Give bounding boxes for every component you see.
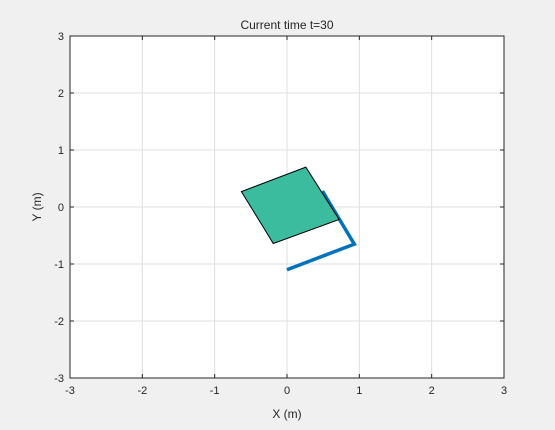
y-tick-label: -1 — [54, 259, 64, 271]
y-tick-label: 2 — [58, 88, 64, 100]
x-tick-label: 2 — [429, 385, 435, 397]
y-tick-label: -2 — [54, 316, 64, 328]
x-axis-label: X (m) — [272, 407, 301, 421]
plot-data — [240, 166, 357, 272]
x-tick-label: 3 — [501, 385, 507, 397]
chart-title: Current time t=30 — [240, 18, 333, 32]
y-tick-label: 3 — [58, 31, 64, 43]
y-axis-label: Y (m) — [30, 192, 44, 221]
x-tick-label: 1 — [356, 385, 362, 397]
y-tick-label: 1 — [58, 145, 64, 157]
trajectory-line — [286, 190, 357, 272]
y-tick-label: -3 — [54, 373, 64, 385]
y-tick-label: 0 — [58, 202, 64, 214]
x-tick-label: -1 — [210, 385, 220, 397]
x-tick-label: -2 — [137, 385, 147, 397]
axis-ticks: -3 -2 -1 0 1 2 3 -3 -2 -1 0 1 2 3 — [54, 31, 507, 397]
block-polygon — [240, 166, 340, 245]
x-tick-label: -3 — [65, 385, 75, 397]
x-tick-label: 0 — [284, 385, 290, 397]
